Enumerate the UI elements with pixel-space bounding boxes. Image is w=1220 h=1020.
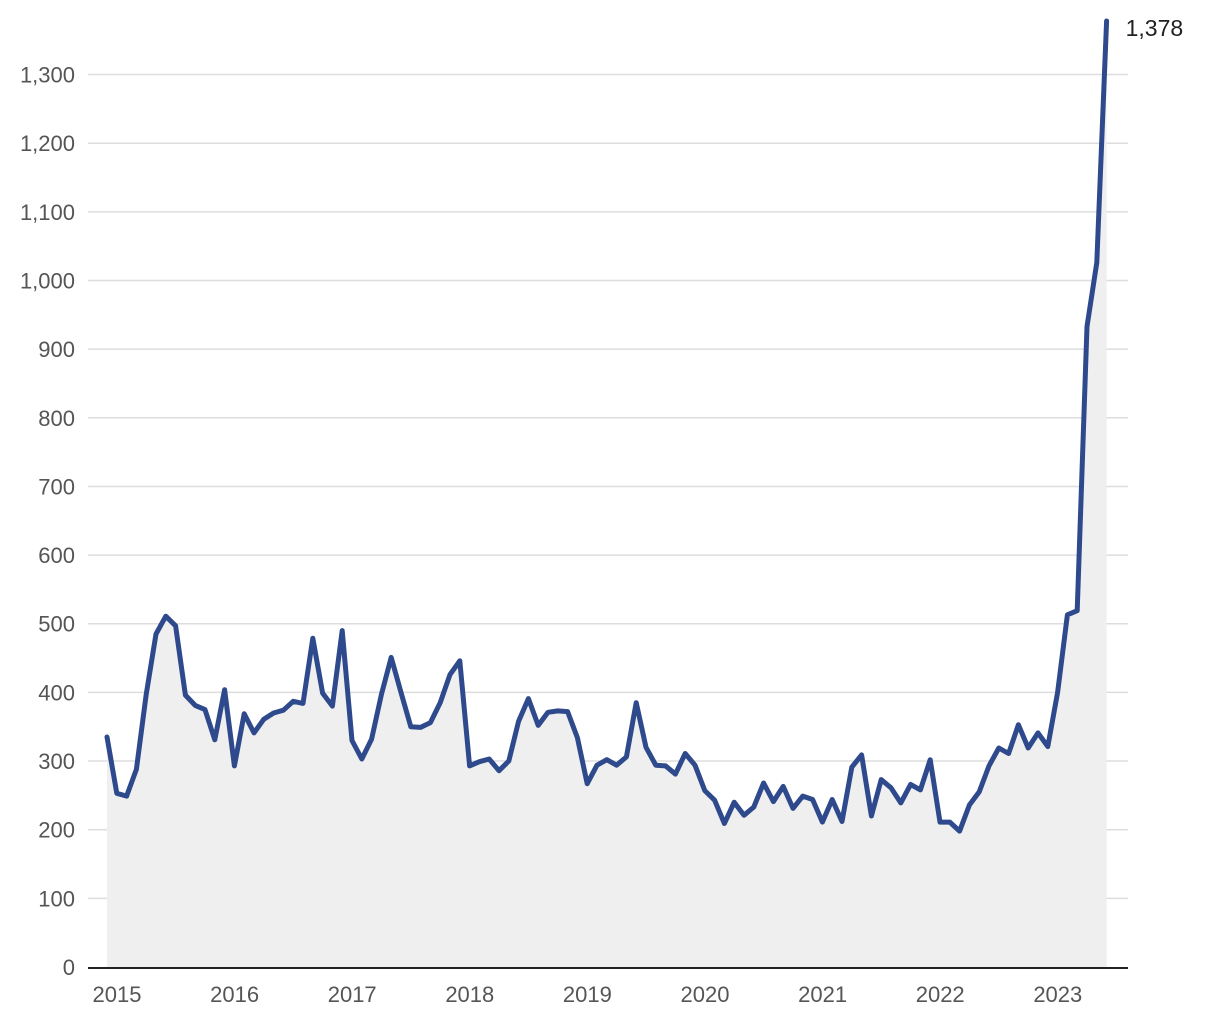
- y-tick-label: 1,100: [20, 200, 75, 225]
- series-line: [104, 18, 1110, 834]
- y-tick-label: 900: [38, 337, 75, 362]
- y-axis: 0 100 200 300 400 500 600 700 800 900 1,000 1,100 1,…: [20, 63, 75, 980]
- x-axis: 2015 2016 2017 2018 2019 2020 2021 2022 2023: [93, 982, 1083, 1007]
- y-tick-label: 1,200: [20, 131, 75, 156]
- y-tick-label: 1,300: [20, 63, 75, 88]
- x-tick-label: 2021: [798, 982, 847, 1007]
- y-tick-label: 800: [38, 406, 75, 431]
- y-tick-label: 700: [38, 474, 75, 499]
- y-tick-label: 200: [38, 818, 75, 843]
- y-tick-label: 0: [63, 955, 75, 980]
- y-tick-label: 400: [38, 680, 75, 705]
- x-tick-label: 2020: [681, 982, 730, 1007]
- x-tick-label: 2015: [93, 982, 142, 1007]
- x-tick-label: 2017: [328, 982, 377, 1007]
- y-tick-label: 600: [38, 543, 75, 568]
- x-tick-label: 2022: [916, 982, 965, 1007]
- y-tick-label: 500: [38, 612, 75, 637]
- y-tick-label: 100: [38, 886, 75, 911]
- end-value-label: 1,378: [1126, 15, 1184, 41]
- x-tick-label: 2023: [1033, 982, 1082, 1007]
- x-tick-label: 2018: [445, 982, 494, 1007]
- x-tick-label: 2016: [210, 982, 259, 1007]
- y-tick-label: 300: [38, 749, 75, 774]
- x-tick-label: 2019: [563, 982, 612, 1007]
- area-fill: [107, 21, 1107, 967]
- y-tick-label: 1,000: [20, 268, 75, 293]
